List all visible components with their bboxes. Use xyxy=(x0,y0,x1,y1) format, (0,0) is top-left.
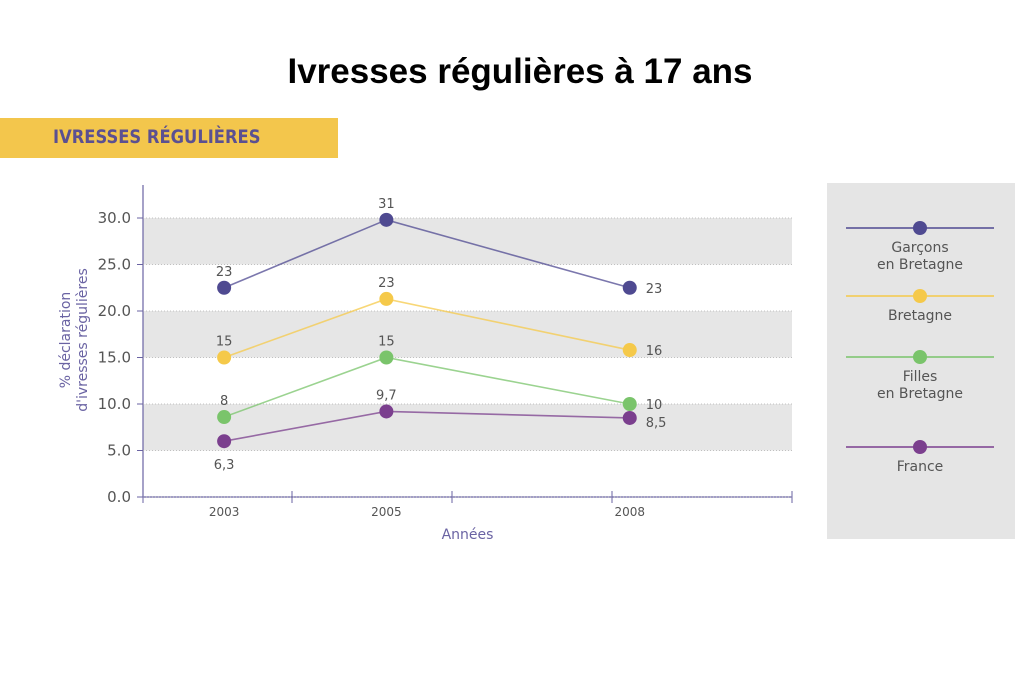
data-point xyxy=(622,343,637,358)
data-label: 6,3 xyxy=(214,458,235,473)
data-label: 23 xyxy=(646,282,663,297)
data-point xyxy=(217,434,232,449)
x-axis-title: Années xyxy=(442,527,494,543)
data-label: 23 xyxy=(378,276,395,291)
data-label: 16 xyxy=(646,344,663,359)
chart-axes: 0.0 5.0 10.0 15.0 20.0 25.0 30.0 2003 2005 2008 An… xyxy=(58,185,793,543)
data-point xyxy=(379,404,394,419)
data-point xyxy=(217,410,232,425)
data-labels: 23 31 23 15 23 16 8 15 10 6,3 9,7 8,5 xyxy=(214,197,667,473)
legend-marker xyxy=(913,440,927,454)
x-tick-label: 2005 xyxy=(371,505,402,519)
data-point xyxy=(622,280,637,295)
data-label: 9,7 xyxy=(376,388,397,403)
legend-marker xyxy=(913,350,927,364)
chart-banner: IVRESSES RÉGULIÈRES xyxy=(0,118,338,158)
grid-band xyxy=(143,218,792,265)
legend-label: en Bretagne xyxy=(877,257,963,273)
series-points xyxy=(217,212,637,449)
legend-label: en Bretagne xyxy=(877,386,963,402)
legend-label: Filles xyxy=(903,369,938,385)
data-point xyxy=(379,350,394,365)
data-label: 31 xyxy=(378,197,395,212)
y-tick-label: 15.0 xyxy=(98,349,131,367)
x-tick-label: 2008 xyxy=(614,505,645,519)
x-tick-label: 2003 xyxy=(209,505,240,519)
data-point xyxy=(379,212,394,227)
legend-label: Bretagne xyxy=(888,308,952,324)
grid-band xyxy=(143,404,792,451)
data-label: 23 xyxy=(216,265,233,280)
grid-band xyxy=(143,311,792,358)
y-axis-title: % déclaration xyxy=(58,292,74,389)
data-point xyxy=(622,397,637,411)
data-label: 15 xyxy=(378,335,395,350)
y-tick-label: 30.0 xyxy=(98,209,131,227)
slide-title: Ivresses régulières à 17 ans xyxy=(287,52,753,91)
data-point xyxy=(217,350,232,365)
y-tick-label: 5.0 xyxy=(107,442,131,460)
legend-marker xyxy=(913,289,927,303)
y-axis-title: d'ivresses régulières xyxy=(75,268,91,412)
y-tick-label: 20.0 xyxy=(98,302,131,320)
data-label: 10 xyxy=(646,398,663,413)
data-point xyxy=(217,280,232,295)
grid-bands xyxy=(143,218,792,451)
legend-label: Garçons xyxy=(891,240,948,256)
data-point xyxy=(622,410,637,425)
legend-marker xyxy=(913,221,927,235)
data-label: 8,5 xyxy=(646,416,667,431)
data-point xyxy=(379,291,394,306)
banner-label: IVRESSES RÉGULIÈRES xyxy=(53,126,261,148)
y-tick-label: 0.0 xyxy=(107,488,131,506)
y-tick-label: 25.0 xyxy=(98,256,131,274)
legend-label: France xyxy=(897,459,944,475)
data-label: 8 xyxy=(220,394,228,409)
y-tick-label: 10.0 xyxy=(98,395,131,413)
data-label: 15 xyxy=(216,335,233,350)
